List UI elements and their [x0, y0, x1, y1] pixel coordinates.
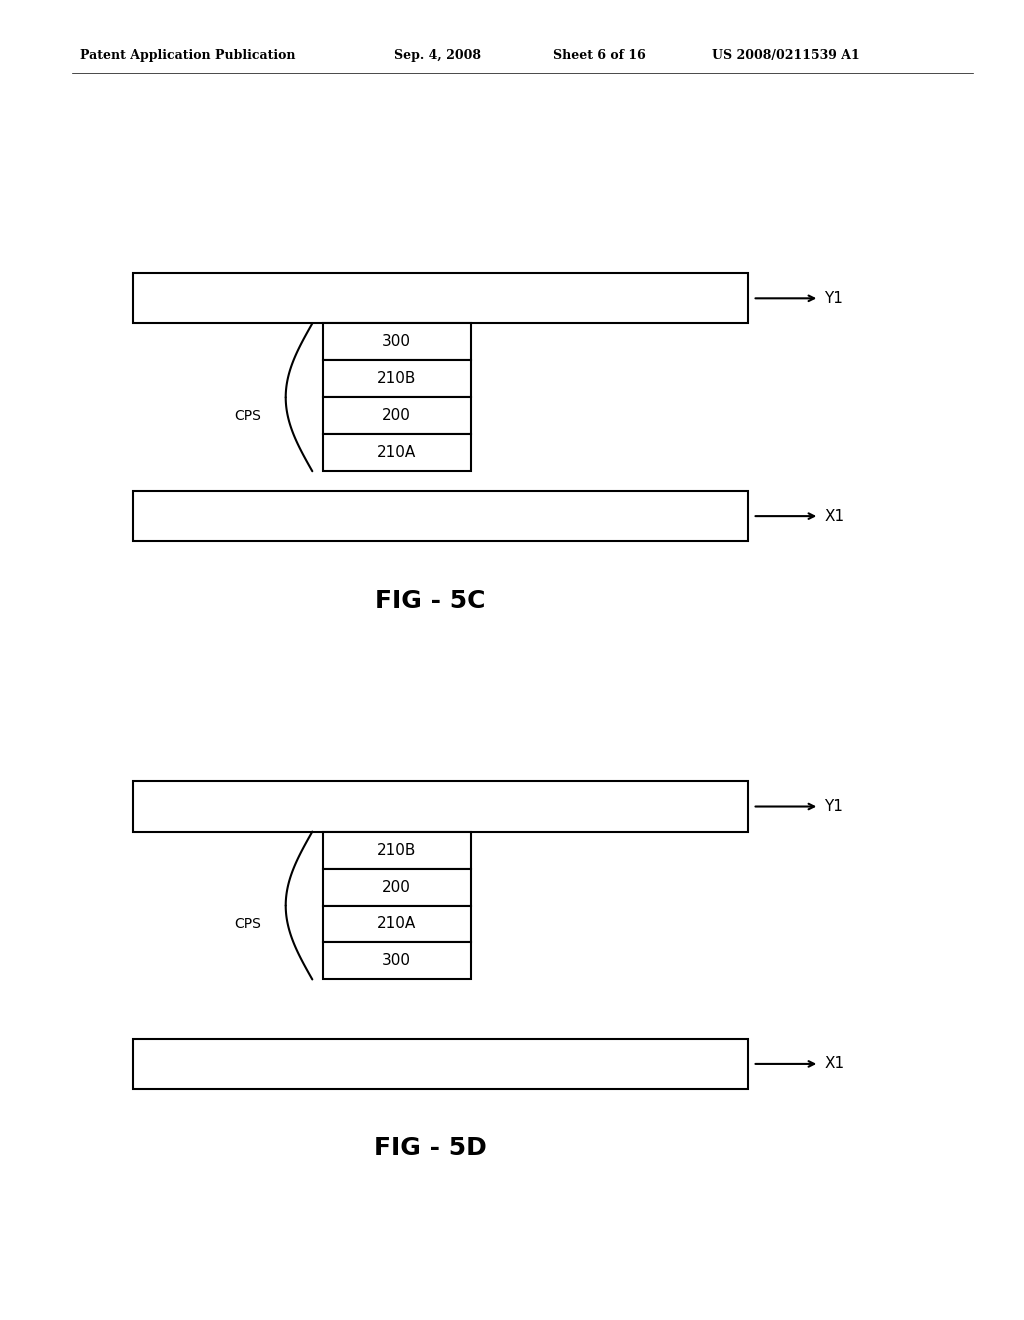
Text: CPS: CPS: [234, 409, 261, 422]
Text: 210A: 210A: [377, 445, 417, 461]
Text: Sheet 6 of 16: Sheet 6 of 16: [553, 49, 646, 62]
Text: FIG - 5C: FIG - 5C: [375, 589, 485, 612]
Bar: [133, 781, 748, 832]
Text: 300: 300: [382, 953, 412, 969]
Text: X1: X1: [824, 1056, 845, 1072]
Text: X1: X1: [824, 508, 845, 524]
Bar: [323, 323, 471, 360]
Text: 210A: 210A: [377, 916, 417, 932]
Bar: [133, 491, 748, 541]
Text: FIG - 5D: FIG - 5D: [374, 1137, 486, 1160]
Bar: [323, 434, 471, 471]
Text: 200: 200: [382, 879, 412, 895]
Text: 210B: 210B: [377, 842, 417, 858]
Bar: [323, 906, 471, 942]
Bar: [323, 360, 471, 397]
Text: Y1: Y1: [824, 290, 843, 306]
Text: Y1: Y1: [824, 799, 843, 814]
Bar: [133, 273, 748, 323]
Text: 200: 200: [382, 408, 412, 424]
Bar: [133, 1039, 748, 1089]
Bar: [323, 397, 471, 434]
Text: Patent Application Publication: Patent Application Publication: [80, 49, 295, 62]
Text: 300: 300: [382, 334, 412, 350]
Bar: [323, 832, 471, 869]
Text: CPS: CPS: [234, 917, 261, 931]
Text: 210B: 210B: [377, 371, 417, 387]
Text: Sep. 4, 2008: Sep. 4, 2008: [394, 49, 481, 62]
Bar: [323, 869, 471, 906]
Bar: [323, 942, 471, 979]
Text: US 2008/0211539 A1: US 2008/0211539 A1: [712, 49, 859, 62]
